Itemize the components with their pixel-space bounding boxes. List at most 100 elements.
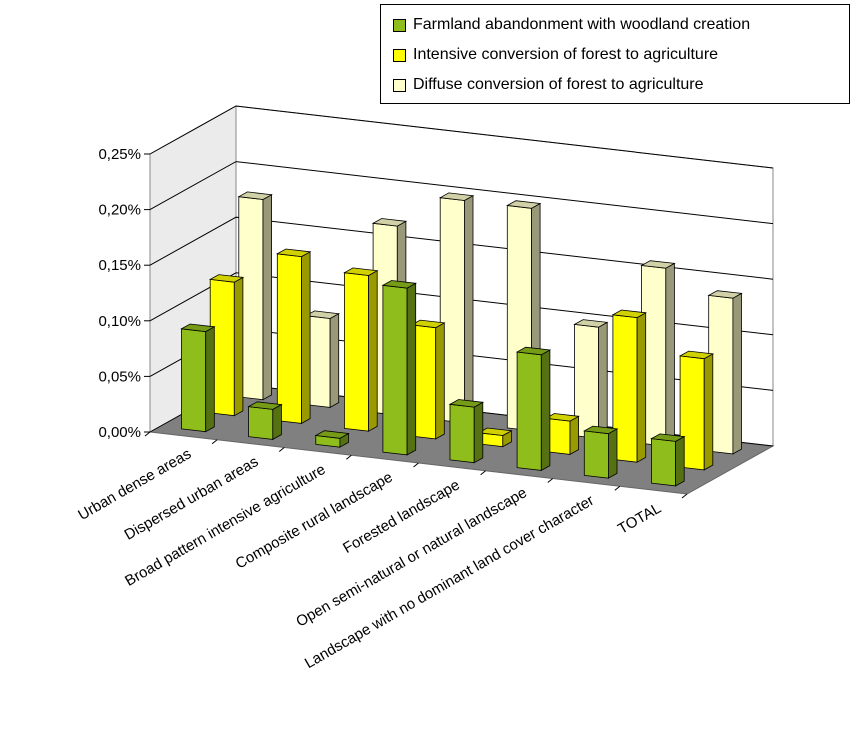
bar-front [248,406,274,440]
gridline [149,161,774,225]
bar [237,191,273,401]
legend-label-diffuse: Diffuse conversion of forest to agricult… [413,76,704,93]
bar [650,433,686,487]
bar [314,430,350,448]
bar-side [540,349,551,472]
bar-top [506,200,542,209]
bar-top [314,430,350,439]
bar-top [304,310,340,319]
bar-top [381,280,417,289]
bar-side [636,312,647,463]
legend-item-diffuse: Diffuse conversion of forest to agricult… [393,75,704,95]
bar-side [608,428,618,479]
bar-top [180,323,216,333]
legend-item-intensive: Intensive conversion of forest to agricu… [393,45,718,65]
bar [678,350,715,471]
bar-side [665,262,675,447]
y-tick-label: 0,05% [98,368,141,385]
bar-side [703,353,714,471]
legend-swatch-intensive [393,48,406,62]
y-tick-label: 0,00% [98,424,141,441]
legend-label-farmland: Farmland abandonment with woodland creat… [413,16,751,33]
bar-top [544,413,580,422]
bar-front [181,328,207,433]
bar-side [262,194,273,401]
bar-side [233,276,244,417]
bar [410,319,446,440]
x-axis-label: Composite rural landscape [233,469,396,573]
bar-front [516,351,542,471]
gridline [149,216,774,280]
y-tick-label: 0,20% [98,202,141,219]
bar-top [678,350,715,360]
y-tick-label: 0,15% [98,257,141,274]
bar-top [237,191,273,200]
legend-swatch-diffuse [393,78,406,92]
bar-side [675,435,685,487]
bar-top [410,319,446,329]
legend-item-farmland: Farmland abandonment with woodland creat… [393,15,750,35]
bar-side [301,251,311,425]
bar [343,267,379,432]
bar [438,192,475,424]
x-tick-mark [211,439,218,445]
bar [448,399,485,464]
bar-top [573,319,609,328]
legend-swatch-farmland [393,18,406,32]
x-axis-label: Dispersed urban areas [121,453,261,544]
y-axis-ticks: 0,00% 0,05% 0,10% 0,15% 0,20% 0,25% [98,146,688,499]
bar-top [650,433,686,442]
bar-side [435,322,445,440]
bar-front [449,403,475,464]
x-tick-mark [480,470,486,476]
bar-side [272,403,282,441]
bar-front [343,272,370,432]
bar [180,323,216,433]
bar-front [382,284,408,456]
bar-side [463,195,474,424]
bar-top [640,260,676,269]
bars [180,191,743,487]
x-axis-label: Landscape with no dominant land cover ch… [302,492,597,672]
x-tick-mark [413,462,419,468]
bar [707,290,743,455]
bar [583,425,619,479]
bar-side [368,270,378,432]
bar-side [473,401,484,464]
bar-side [598,321,608,440]
bar-side [732,292,742,455]
gridline [149,105,774,169]
bar-top [208,274,245,283]
bar [304,310,340,409]
bar [573,319,609,440]
bar-top [371,218,408,227]
x-tick-mark [681,493,688,499]
bar [247,401,283,441]
bar-top [515,346,552,356]
bar-top [477,427,513,436]
bar-top [247,401,283,410]
x-tick-mark [144,431,151,437]
bar-side [569,415,579,456]
legend-label-intensive: Intensive conversion of forest to agricu… [413,46,719,63]
bar-top [438,192,475,201]
bar-top [448,399,485,408]
bar-front [651,438,676,487]
bar-side [406,282,417,456]
bar-top [611,309,647,319]
bar [640,260,676,447]
bar [611,309,647,463]
bar-top [707,290,743,299]
bar [515,346,552,472]
x-tick-mark [614,485,621,491]
y-tick-label: 0,25% [98,146,141,163]
bar-side [329,313,340,409]
x-tick-mark [346,454,352,460]
x-axis-label: TOTAL [615,500,664,538]
bar [381,280,417,456]
bar-front [583,430,609,479]
x-tick-mark [278,447,285,452]
gridline [149,272,774,336]
x-tick-mark [547,478,554,483]
